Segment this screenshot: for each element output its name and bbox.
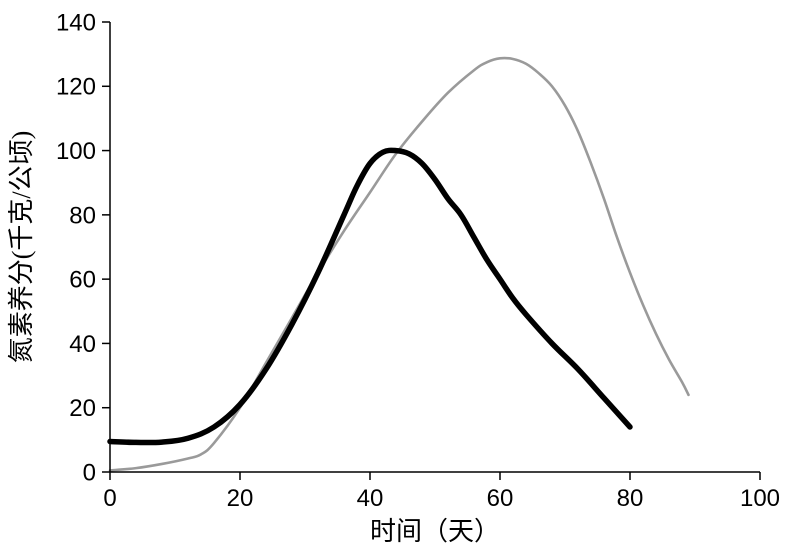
- chart-background: [0, 0, 800, 547]
- y-tick-label: 100: [56, 138, 96, 165]
- x-axis-title: 时间（天）: [370, 517, 500, 546]
- y-tick-label: 60: [69, 267, 96, 294]
- x-tick-label: 40: [357, 485, 384, 512]
- y-tick-label: 20: [69, 395, 96, 422]
- x-tick-label: 80: [617, 485, 644, 512]
- x-tick-label: 60: [487, 485, 514, 512]
- x-tick-label: 20: [227, 485, 254, 512]
- line-chart: 0 20 40 60 80 100 0 20 40 60 80 100 120 140 时间（天） 氮素养分(…: [0, 0, 800, 547]
- y-tick-label: 140: [56, 9, 96, 36]
- y-tick-label: 0: [83, 459, 96, 486]
- x-tick-label: 0: [103, 485, 116, 512]
- y-tick-label: 40: [69, 331, 96, 358]
- y-tick-label: 80: [69, 202, 96, 229]
- x-tick-label: 100: [740, 485, 780, 512]
- y-tick-label: 120: [56, 74, 96, 101]
- y-axis-title: 氮素养分(千克/公顷): [7, 131, 36, 364]
